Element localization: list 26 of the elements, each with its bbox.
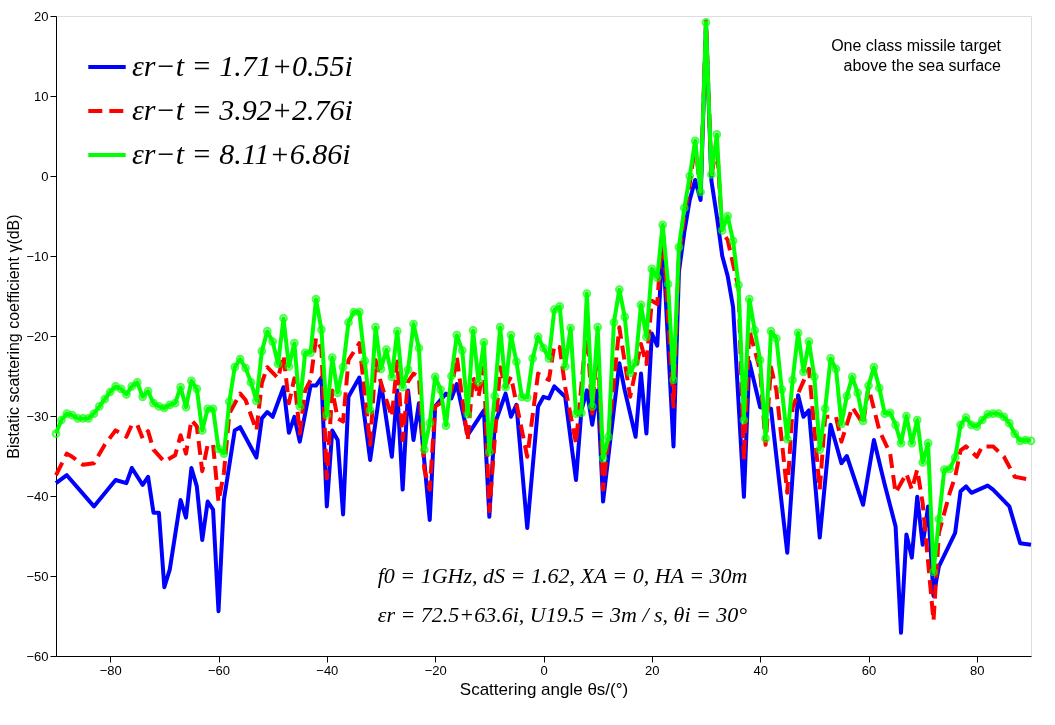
legend-label: εr−t = 3.92+2.76i [132,93,353,126]
x-tick-label: 80 [970,662,985,678]
x-axis-title: Scattering angle θs/(°) [459,679,629,699]
y-axis-title: Bistatic scattering coefficient γ(dB) [5,214,23,459]
y-tick-label: 10 [34,88,49,104]
legend-label: εr−t = 8.11+6.86i [132,137,351,170]
y-tick-label: −60 [26,648,49,664]
x-tick-label: 60 [861,662,877,678]
y-tick-label: −20 [26,328,49,344]
x-tick-label: −40 [316,662,339,678]
annotation: f0 = 1GHz, dS = 1.62, XA = 0, HA = 30m [377,563,748,589]
x-tick-label: −80 [99,662,122,678]
annotation: εr = 72.5+63.6i, U19.5 = 3m / s, θi = 30° [377,601,748,627]
x-tick-label: −20 [424,662,447,678]
x-tick-label: 20 [645,662,660,678]
legend-label: εr−t = 1.71+0.55i [132,49,353,82]
y-tick-label: −10 [26,248,49,264]
x-tick-label: 40 [753,662,768,678]
y-tick-label: 0 [41,168,49,184]
y-tick-label: −30 [26,408,49,424]
y-tick-label: −40 [26,488,49,504]
x-tick-label: −60 [207,662,231,678]
annotation: One class missile target above the sea surface [831,37,1002,74]
y-tick-label: 20 [34,8,49,24]
y-tick-label: −50 [26,568,49,584]
x-tick-label: 0 [540,662,548,678]
